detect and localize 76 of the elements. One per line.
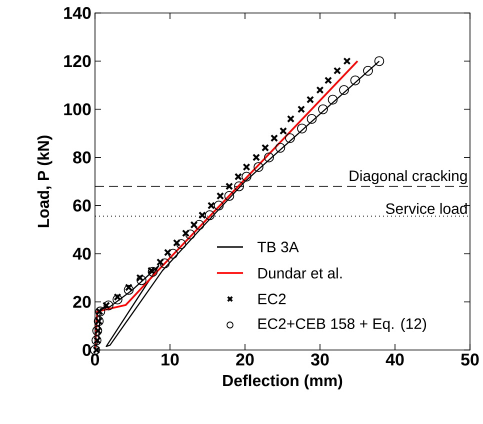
point — [136, 274, 144, 282]
point — [328, 94, 338, 105]
point — [374, 56, 384, 66]
point — [252, 154, 260, 162]
point — [147, 266, 156, 274]
point — [124, 284, 134, 295]
ref-line-label: Diagonal cracking — [350, 170, 467, 184]
point — [297, 105, 306, 114]
y-tick-label: 60 — [73, 200, 91, 212]
x-tick-label: 40 — [386, 354, 404, 366]
point — [216, 192, 224, 200]
point — [333, 66, 342, 75]
x-tick-label: 20 — [236, 354, 254, 366]
legend-label: EC2 — [258, 294, 286, 304]
point — [136, 275, 146, 286]
point — [264, 152, 274, 162]
x-tick-label: 0 — [90, 354, 100, 366]
point — [104, 300, 114, 310]
point — [176, 239, 186, 250]
legend-label: Dundar et al. — [258, 267, 342, 278]
point — [279, 127, 288, 135]
x-tick-label: 50 — [461, 354, 479, 366]
point — [160, 258, 170, 268]
point — [275, 142, 286, 153]
point — [148, 266, 158, 277]
x-axis-title: Deflection (mm) — [223, 374, 342, 390]
point — [168, 248, 178, 259]
point — [286, 115, 295, 123]
point — [350, 75, 360, 86]
point — [182, 229, 190, 238]
y-tick-label: 40 — [72, 248, 91, 260]
legend-label: EC2+CEB 158 + Eq. (12) — [258, 318, 426, 332]
point — [363, 66, 373, 76]
point — [316, 86, 324, 94]
point — [204, 210, 215, 220]
point — [207, 202, 216, 210]
point — [198, 211, 206, 220]
point — [261, 144, 270, 152]
point — [270, 134, 278, 142]
y-tick-label: 100 — [64, 103, 91, 116]
point — [254, 162, 264, 172]
y-tick-label: 80 — [73, 151, 91, 164]
point — [224, 190, 234, 201]
point — [242, 163, 250, 171]
x-tick-label: 30 — [310, 354, 329, 366]
point — [343, 57, 351, 65]
point — [114, 293, 122, 301]
point — [285, 133, 295, 144]
x-tick-label: 10 — [162, 354, 179, 366]
point — [102, 302, 110, 310]
point — [324, 76, 332, 84]
point — [156, 258, 164, 266]
point — [164, 248, 172, 256]
legend-label: TB 3A — [258, 242, 299, 252]
point — [297, 124, 307, 134]
point — [194, 220, 204, 230]
y-axis-title: Load, P (kN) — [37, 136, 52, 228]
y-tick-label: 120 — [64, 55, 91, 68]
y-tick-label: 140 — [64, 6, 91, 20]
ref-line-label: Service load — [386, 202, 467, 214]
point — [306, 96, 314, 104]
point — [234, 181, 244, 192]
point — [339, 85, 349, 95]
y-tick-label: 20 — [73, 296, 91, 308]
point — [172, 239, 181, 247]
point — [124, 284, 133, 292]
point — [112, 294, 122, 304]
y-tick-label: 0 — [82, 344, 91, 356]
point — [306, 114, 317, 124]
point — [225, 182, 234, 190]
point — [190, 221, 198, 229]
point — [318, 104, 328, 114]
point — [234, 172, 242, 181]
point — [214, 200, 224, 211]
point — [185, 230, 196, 240]
point — [242, 172, 252, 182]
